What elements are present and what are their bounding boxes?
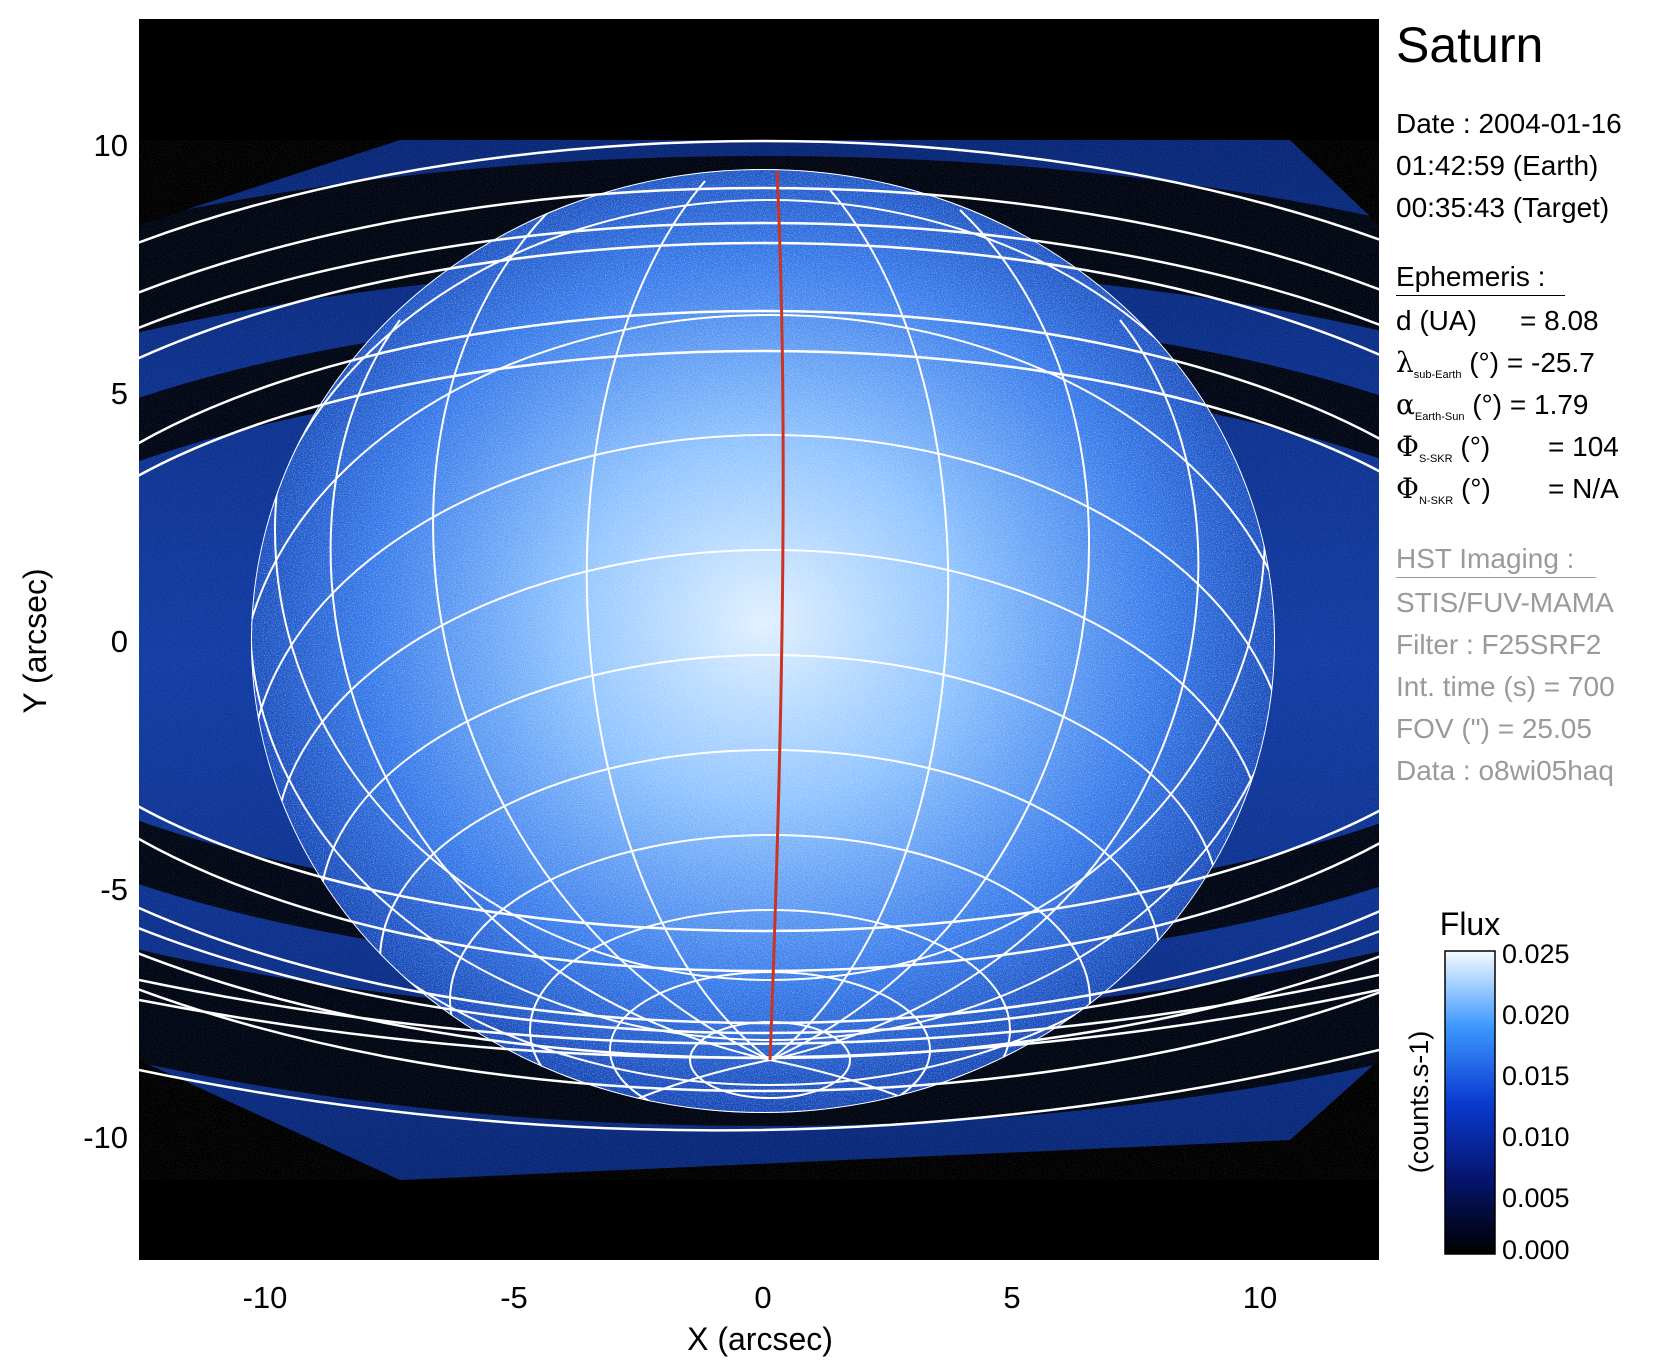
- colorbar-gradient: [1444, 950, 1496, 1255]
- ephem-row-phi-n: ΦN-SKR (°) = N/A: [1396, 468, 1619, 522]
- obs-date: Date : 2004-01-16: [1396, 108, 1622, 139]
- imaging-underline: [1396, 577, 1596, 578]
- ephemeris-underline: [1396, 295, 1565, 296]
- imaging-fov: FOV (") = 25.05: [1396, 713, 1592, 744]
- phi-symbol: Φ: [1396, 472, 1419, 505]
- ephem-value: = -25.7: [1506, 347, 1595, 378]
- lambda-symbol: λ: [1396, 346, 1414, 379]
- colorbar-tick: 0.015: [1502, 1061, 1570, 1091]
- imaging-instrument: STIS/FUV-MAMA: [1396, 587, 1614, 618]
- colorbar-tick: 0.005: [1502, 1183, 1570, 1213]
- colorbar-units: (counts.s-1): [1404, 1031, 1434, 1174]
- ephem-row-phi-s: ΦS-SKR (°) = 104: [1396, 426, 1619, 480]
- x-tick-label: -10: [243, 1280, 288, 1315]
- ephem-label: (°): [1453, 473, 1491, 504]
- y-tick-label: -10: [83, 1120, 128, 1155]
- ephem-label: (°): [1452, 431, 1491, 462]
- colorbar-tick: 0.025: [1502, 939, 1570, 969]
- colorbar-tick: 0.010: [1502, 1122, 1570, 1152]
- y-tick-label: 5: [111, 376, 128, 411]
- colorbar: Flux 0.025 0.020 0.015 0.010 0.005 0.000…: [1404, 906, 1570, 1265]
- ephem-row-distance: d (UA) = 8.08: [1396, 300, 1599, 341]
- y-axis-label: Y (arcsec): [17, 568, 53, 713]
- ephem-subscript: S-SKR: [1418, 453, 1453, 465]
- ephemeris-heading: Ephemeris :: [1396, 261, 1546, 292]
- ephem-label: (°): [1464, 389, 1503, 420]
- x-tick-label: -5: [500, 1280, 528, 1315]
- x-tick-label: 10: [1243, 1280, 1277, 1315]
- x-tick-label: 5: [1003, 1280, 1020, 1315]
- x-axis: -10 -5 0 5 10 X (arcsec): [243, 1280, 1278, 1357]
- obs-earth-time: 01:42:59 (Earth): [1396, 150, 1599, 181]
- ephem-value: = 104: [1548, 431, 1619, 462]
- imaging-dataset: Data : o8wi05haq: [1396, 755, 1614, 786]
- colorbar-tick: 0.000: [1502, 1235, 1570, 1265]
- ephem-row-lambda: λsub-Earth (°) = -25.7: [1396, 342, 1595, 396]
- y-tick-label: 0: [111, 624, 128, 659]
- central-meridian: [768, 170, 785, 1061]
- ephem-value: = 8.08: [1520, 305, 1599, 336]
- obs-target-time: 00:35:43 (Target): [1396, 192, 1610, 223]
- y-axis: 10 5 0 -5 -10 Y (arcsec): [17, 128, 128, 1155]
- colorbar-title: Flux: [1440, 906, 1500, 942]
- ephem-subscript: Earth-Sun: [1414, 411, 1465, 423]
- ephem-symbol: d: [1396, 305, 1412, 336]
- ephem-value: = 1.79: [1509, 389, 1589, 420]
- colorbar-tick: 0.020: [1502, 1000, 1570, 1030]
- alpha-symbol: α: [1396, 388, 1415, 421]
- x-tick-label: 0: [754, 1280, 771, 1315]
- field-grain: [139, 140, 1379, 1180]
- ephem-subscript: sub-Earth: [1413, 369, 1462, 381]
- imaging-filter: Filter : F25SRF2: [1396, 629, 1602, 660]
- ephem-label: (°): [1461, 347, 1500, 378]
- x-axis-label: X (arcsec): [687, 1321, 833, 1357]
- ephem-subscript: N-SKR: [1418, 495, 1454, 507]
- y-tick-label: -5: [100, 872, 128, 907]
- image-panel: [139, 19, 1379, 1260]
- imaging-int-time: Int. time (s) = 700: [1396, 671, 1615, 702]
- imaging-heading: HST Imaging :: [1396, 543, 1575, 574]
- y-tick-label: 10: [94, 128, 128, 163]
- target-name: Saturn: [1396, 17, 1544, 73]
- ephem-row-alpha: αEarth-Sun (°) = 1.79: [1396, 384, 1589, 438]
- ephem-label: (UA): [1411, 305, 1477, 336]
- phi-symbol: Φ: [1396, 430, 1419, 463]
- ephem-value: = N/A: [1548, 473, 1619, 504]
